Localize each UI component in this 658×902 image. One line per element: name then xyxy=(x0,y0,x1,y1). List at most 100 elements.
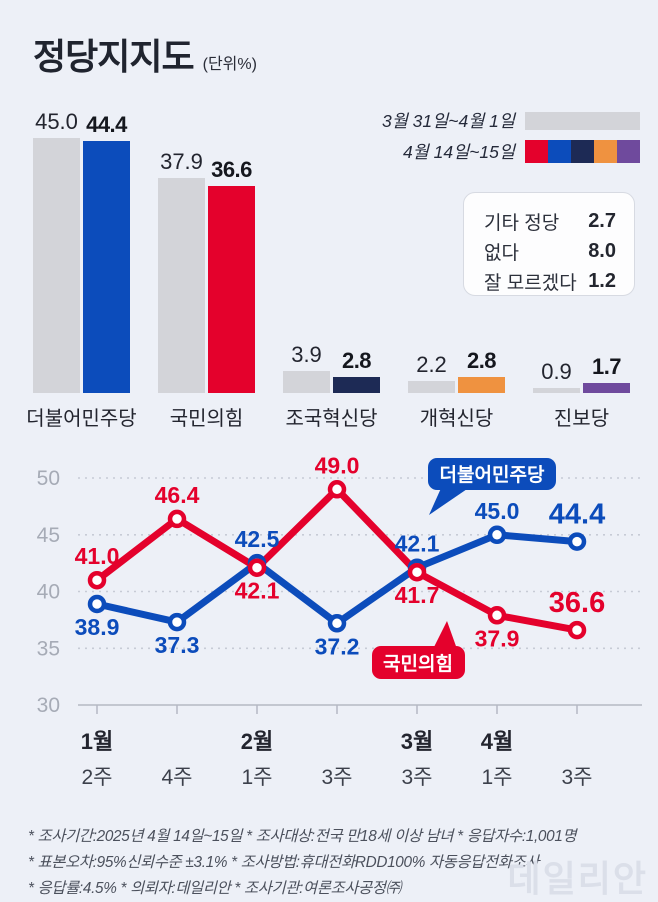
legend-color-segment xyxy=(525,140,548,163)
x-week-label: 4주 xyxy=(162,766,193,789)
bar-old: 45.0 xyxy=(33,109,80,393)
data-point xyxy=(567,620,587,640)
footnote-line: * 응답률:4.5% * 의뢰자:데일리안 * 조사기관:여론조사공정㈜ xyxy=(28,880,401,897)
data-point xyxy=(327,614,347,633)
data-point xyxy=(487,606,507,625)
y-tick-label: 40 xyxy=(37,581,60,604)
others-row: 잘 모르겠다 1.2 xyxy=(484,266,616,296)
unit-label: (단위%) xyxy=(202,56,257,73)
others-label: 기타 정당 xyxy=(484,212,560,234)
data-point-label: 36.6 xyxy=(549,587,605,619)
bar-value-label: 45.0 xyxy=(35,109,78,134)
bar-new: 2.8 xyxy=(458,348,505,393)
bar-group: 0.9 1.7 진보당 xyxy=(533,354,630,430)
series-badge-label: 국민의힘 xyxy=(383,653,453,675)
series-badge: 더불어민주당 xyxy=(428,458,556,515)
bar-group: 45.0 44.4 더불어민주당 xyxy=(26,109,136,430)
bar-value-label: 2.8 xyxy=(466,348,497,374)
bar-old: 37.9 xyxy=(158,149,205,393)
footnote-line: * 표본오차:95%신뢰수준 ±3.1% * 조사방법:휴대전화RDD100% … xyxy=(28,854,540,871)
others-label: 없다 xyxy=(484,242,519,264)
others-label: 잘 모르겠다 xyxy=(484,272,577,294)
legend-swatch xyxy=(525,140,640,163)
data-point xyxy=(407,562,427,582)
bar-category-label: 더불어민주당 xyxy=(26,408,137,430)
data-point xyxy=(247,558,267,577)
data-point-label: 41.7 xyxy=(395,582,440,608)
y-tick-label: 30 xyxy=(37,694,60,717)
others-row: 없다 8.0 xyxy=(484,236,616,266)
bar-category-label: 진보당 xyxy=(553,408,610,430)
y-tick-label: 50 xyxy=(37,467,60,490)
bar-value-label: 2.8 xyxy=(341,348,372,374)
bar-value-label: 0.9 xyxy=(541,358,572,384)
y-tick-label: 35 xyxy=(37,637,60,660)
bar-value-label: 2.2 xyxy=(416,351,447,377)
data-point-label: 41.0 xyxy=(75,543,120,569)
others-box: 기타 정당 2.7 없다 8.0 잘 모르겠다 1.2 xyxy=(463,192,635,296)
bar-value-label: 44.4 xyxy=(86,112,127,138)
bar-new: 44.4 xyxy=(83,112,130,393)
legend-color-segment xyxy=(525,111,640,130)
x-week-label: 1주 xyxy=(482,766,513,789)
data-point-label: 37.9 xyxy=(475,625,520,651)
bar-old: 3.9 xyxy=(283,342,330,393)
bar-chart: 45.0 44.4 더불어민주당 37.9 36.6 국민의힘 3.9 2.8 조국혁신당 2.2… xyxy=(0,0,658,430)
data-point-label: 42.5 xyxy=(235,526,280,552)
bar-category-label: 조국혁신당 xyxy=(285,408,378,430)
data-point xyxy=(487,525,507,545)
footnote-line: * 조사기간:2025년 4월 14일~15일 * 조사대상:전국 만18세 이… xyxy=(28,828,577,845)
x-month-label: 2월 xyxy=(241,729,273,754)
legend-color-segment xyxy=(617,140,640,163)
series-badge-label: 더불어민주당 xyxy=(440,464,545,486)
legend-label: 4월 14일~15일 xyxy=(402,142,515,162)
bar-new: 2.8 xyxy=(333,348,380,393)
bar-value-label: 3.9 xyxy=(291,341,322,367)
legend-color-segment xyxy=(571,140,594,163)
legend-label: 3월 31일~4월 1일 xyxy=(381,111,515,131)
bar-category-label: 개혁신당 xyxy=(419,408,494,430)
data-point-label: 42.1 xyxy=(395,531,440,557)
page-title: 정당지지도 xyxy=(33,36,195,77)
line-chart: 50 45 40 35 30 1월 2주 4주 2월 1주 3주 3월 3주 4월 1주 3주 38.9 37.3… xyxy=(37,452,642,789)
series-badge: 국민의힘 xyxy=(372,621,465,679)
x-week-label: 3주 xyxy=(562,766,593,789)
legend-color-segment xyxy=(594,140,617,163)
x-week-label: 1주 xyxy=(242,766,273,789)
header: 정당지지도 (단위%) xyxy=(33,28,257,80)
data-point xyxy=(87,570,107,590)
data-point-label: 45.0 xyxy=(475,498,520,524)
data-point xyxy=(327,480,347,499)
others-row: 기타 정당 2.7 xyxy=(484,206,616,236)
others-value: 8.0 xyxy=(588,239,616,262)
data-point-label: 42.1 xyxy=(235,578,280,604)
data-point xyxy=(567,532,587,551)
data-point-label: 46.4 xyxy=(155,482,200,508)
legend-row: 3월 31일~4월 1일 xyxy=(382,108,640,133)
x-month-label: 1월 xyxy=(81,729,113,754)
data-point xyxy=(167,612,187,632)
bar-group: 2.2 2.8 개혁신당 xyxy=(408,348,505,430)
bar-value-label: 36.6 xyxy=(211,156,252,182)
data-point-label: 38.9 xyxy=(75,614,120,640)
data-point-label: 44.4 xyxy=(549,499,605,531)
x-month-label: 4월 xyxy=(481,729,513,754)
data-point-label: 49.0 xyxy=(315,452,360,478)
bar-new: 1.7 xyxy=(583,354,630,393)
legend-color-segment xyxy=(548,140,571,163)
x-month-label: 3월 xyxy=(401,729,433,754)
x-week-label: 2주 xyxy=(82,766,113,789)
y-tick-label: 45 xyxy=(37,524,60,547)
dailian-logo: 데일리안 xyxy=(507,858,648,899)
bar-group: 37.9 36.6 국민의힘 xyxy=(158,149,255,430)
bar-value-label: 1.7 xyxy=(591,354,622,380)
bar-old: 0.9 xyxy=(533,359,580,393)
x-week-label: 3주 xyxy=(322,766,353,789)
others-value: 2.7 xyxy=(588,209,616,232)
data-point-label: 37.3 xyxy=(155,632,200,658)
bar-new: 36.6 xyxy=(208,157,255,393)
legend-swatch xyxy=(525,111,640,130)
survey-footnotes: * 조사기간:2025년 4월 14일~15일 * 조사대상:전국 만18세 이… xyxy=(28,824,577,902)
others-value: 1.2 xyxy=(588,269,616,292)
